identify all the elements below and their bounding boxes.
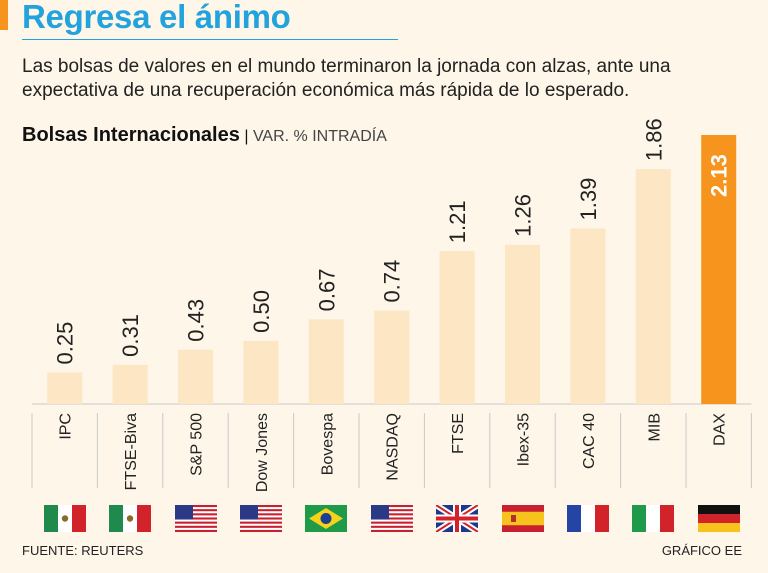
category-label: MIB bbox=[646, 413, 663, 441]
chart-title-separator: | bbox=[244, 128, 249, 145]
bar bbox=[308, 319, 344, 404]
bar bbox=[635, 169, 671, 404]
usa-flag-icon bbox=[174, 505, 217, 532]
bar bbox=[570, 228, 606, 404]
bar bbox=[112, 364, 148, 404]
category-label: IPC bbox=[58, 413, 75, 440]
usa-flag-icon bbox=[370, 505, 413, 532]
bar-value-label: 0.74 bbox=[380, 260, 405, 303]
chart-unit: VAR. % INTRADÍA bbox=[252, 128, 387, 145]
category-label: Ibex-35 bbox=[516, 413, 533, 466]
bar-value-label: 0.67 bbox=[314, 269, 339, 312]
category-label: Dow Jones bbox=[254, 413, 271, 492]
category-label: FTSE bbox=[450, 413, 467, 454]
bar bbox=[47, 372, 83, 404]
bar-value-label: 1.86 bbox=[641, 118, 666, 161]
bar-value-label: 0.50 bbox=[249, 290, 274, 333]
bar bbox=[178, 349, 213, 404]
spain-flag-icon bbox=[501, 505, 544, 532]
uk-flag-icon bbox=[434, 502, 480, 535]
bar-value-label: 1.21 bbox=[445, 200, 470, 243]
headline: Regresa el ánimo bbox=[22, 0, 291, 35]
brazil-flag-icon bbox=[305, 505, 348, 532]
bar bbox=[701, 135, 737, 404]
source-note: FUENTE: REUTERS bbox=[22, 543, 144, 558]
bar-value-label: 1.39 bbox=[576, 178, 601, 221]
bar bbox=[439, 251, 475, 404]
mexico-flag-icon bbox=[109, 505, 152, 532]
bar-value-label: 2.13 bbox=[707, 154, 732, 197]
headline-rule bbox=[22, 39, 398, 40]
bar-chart: 0.25 IPC 0.31 FTSE-Biva 0.43 S&P 500 0.50 Dow J… bbox=[31, 118, 752, 492]
category-label: NASDAQ bbox=[385, 413, 402, 481]
chart-heading: Bolsas Internacionales | VAR. % INTRADÍA bbox=[22, 124, 387, 147]
bar bbox=[374, 310, 410, 404]
bar bbox=[243, 340, 279, 404]
bar-value-label: 0.43 bbox=[184, 299, 209, 342]
bar-value-label: 1.26 bbox=[511, 194, 536, 237]
category-label: S&P 500 bbox=[189, 413, 206, 476]
france-flag-icon bbox=[566, 505, 609, 532]
mexico-flag-icon bbox=[43, 505, 86, 532]
bar-value-label: 0.25 bbox=[53, 322, 78, 365]
category-label: DAX bbox=[712, 413, 729, 446]
category-label: FTSE-Biva bbox=[123, 413, 140, 490]
accent-bar bbox=[0, 0, 8, 30]
chart-title: Bolsas Internacionales bbox=[22, 124, 240, 146]
bar bbox=[505, 244, 540, 404]
subtitle: Las bolsas de valores en el mundo termin… bbox=[22, 56, 671, 101]
credit-note: GRÁFICO EE bbox=[661, 543, 742, 558]
category-label: Bovespa bbox=[319, 413, 336, 475]
category-label: CAC 40 bbox=[581, 413, 598, 469]
italy-flag-icon bbox=[632, 505, 675, 532]
usa-flag-icon bbox=[239, 505, 282, 532]
bar-value-label: 0.31 bbox=[118, 314, 143, 357]
germany-flag-icon bbox=[697, 505, 740, 532]
